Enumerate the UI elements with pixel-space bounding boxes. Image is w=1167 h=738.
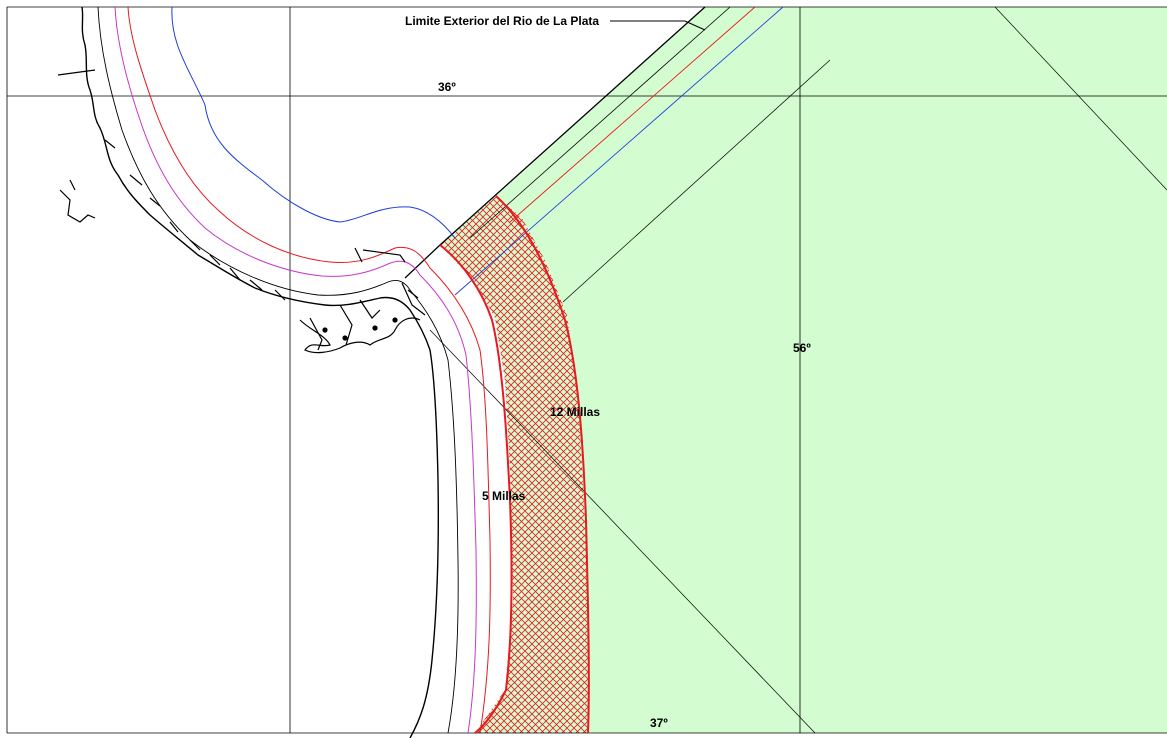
isobath-magenta	[114, 6, 477, 734]
isobath-red-offshore	[509, 6, 756, 223]
coastal-marsh-details	[57, 69, 426, 354]
diagonal-lines	[429, 6, 1167, 734]
outer-limit-label: Limite Exterior del Rio de La Plata	[405, 14, 599, 28]
graticule	[6, 6, 1167, 734]
latitude-36-label: 36º	[438, 80, 456, 94]
twelve-mile-boundary-outer	[495, 195, 590, 734]
map-labels: Limite Exterior del Rio de La Plata 36º …	[405, 14, 811, 730]
zone-12-miles-label: 12 Millas	[550, 405, 600, 419]
zone-5-miles-label: 5 Millas	[482, 489, 526, 503]
outer-limit-leader-end	[684, 20, 706, 31]
longitude-56-label: 56º	[793, 341, 811, 355]
isobath-blue-offshore	[454, 6, 784, 296]
twelve-mile-boundary-inner	[439, 244, 513, 734]
twelve-mile-hatched-band	[440, 196, 588, 733]
isobath-red	[127, 6, 491, 734]
isobath-blue	[171, 6, 456, 239]
isobath-black-offshore	[469, 6, 731, 239]
isobath-black	[97, 6, 459, 734]
latitude-37-label: 37º	[650, 716, 668, 730]
sea-zone-area	[440, 7, 1167, 733]
coastline	[81, 6, 440, 738]
